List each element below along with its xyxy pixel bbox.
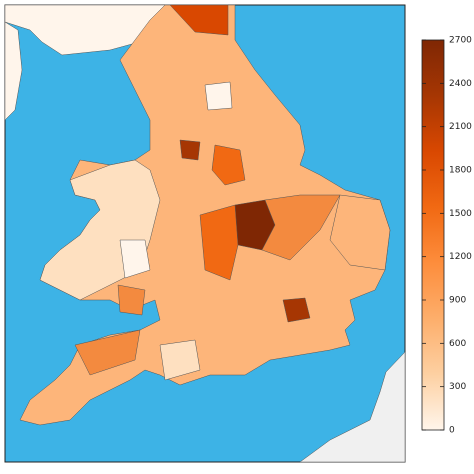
colorbar-tick-label: 1200 bbox=[449, 252, 472, 262]
france bbox=[299, 351, 406, 463]
colorbar: 0 300 600 900 1200 1500 1800 2100 2400 2700 bbox=[421, 36, 472, 436]
colorbar-tick-label: 900 bbox=[449, 296, 466, 306]
region bbox=[169, 4, 229, 36]
colorbar-tick-label: 0 bbox=[449, 426, 455, 436]
colorbar-tick-label: 300 bbox=[449, 382, 466, 392]
colorbar-tick-label: 2400 bbox=[449, 79, 472, 89]
colorbar-scale bbox=[421, 39, 445, 431]
region bbox=[119, 239, 151, 279]
colorbar-tick-label: 2100 bbox=[449, 122, 472, 132]
region bbox=[179, 139, 201, 161]
region bbox=[159, 339, 201, 381]
region bbox=[261, 194, 341, 261]
colorbar-tick-label: 1800 bbox=[449, 166, 472, 176]
region bbox=[282, 297, 311, 323]
region bbox=[204, 81, 233, 111]
region bbox=[211, 144, 246, 186]
region bbox=[117, 284, 146, 316]
region bbox=[74, 329, 141, 376]
colorbar-tick-label: 1500 bbox=[449, 209, 472, 219]
region bbox=[329, 194, 391, 271]
colorbar-tick-label: 2700 bbox=[449, 36, 472, 46]
ireland bbox=[4, 21, 23, 121]
colorbar-tick-label: 600 bbox=[449, 339, 466, 349]
region bbox=[199, 204, 239, 281]
map bbox=[4, 4, 406, 463]
